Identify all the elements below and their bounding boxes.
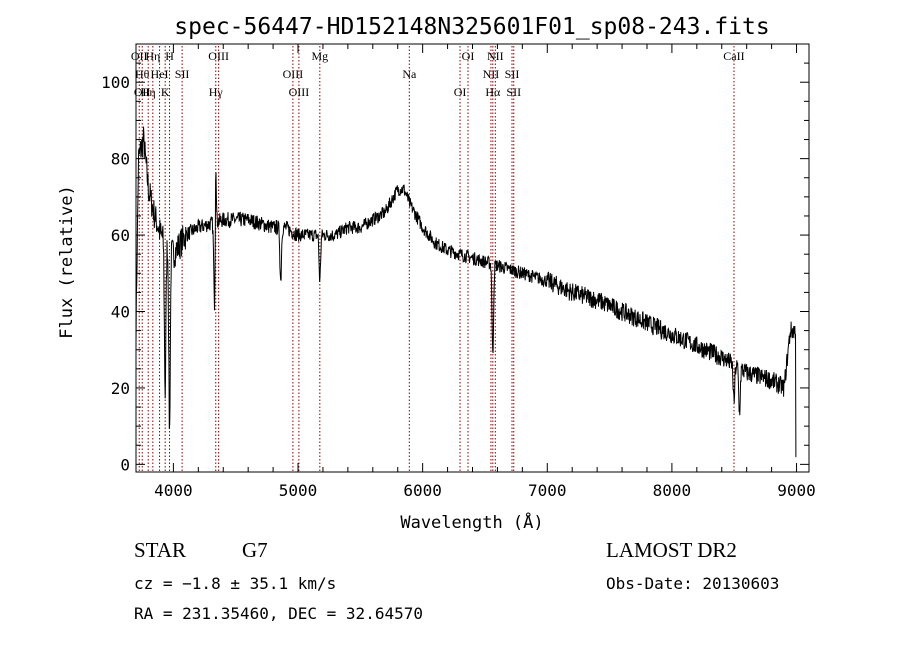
y-tick-label: 20: [111, 379, 130, 398]
redshift-text: cz = −1.8 ± 35.1 km/s: [134, 574, 336, 593]
y-tick-label: 40: [111, 303, 130, 322]
y-axis-label: Flux (relative): [57, 185, 77, 339]
y-tick-label: 80: [111, 150, 130, 169]
x-tick-label: 9000: [777, 481, 816, 500]
axis-ticks: 4000 5000 6000 7000 8000 9000 0 20 40 60 80 100: [101, 44, 816, 500]
x-tick-label: 8000: [653, 481, 692, 500]
y-tick-label: 0: [120, 455, 130, 474]
line-marker-label: Hθ: [135, 67, 150, 81]
y-tick-label: 100: [101, 73, 130, 92]
line-marker-label: OIII: [289, 85, 310, 99]
spectrum-line: [135, 126, 797, 458]
line-marker-label: OI: [462, 49, 475, 63]
line-marker-label: SII: [175, 67, 190, 81]
line-marker-label: Mg: [311, 49, 328, 63]
object-class-text: STAR: [134, 538, 186, 562]
x-tick-label: 7000: [528, 481, 567, 500]
line-marker-label: OI: [454, 85, 467, 99]
plot-frame: [135, 43, 810, 473]
line-marker-label: NII: [483, 67, 500, 81]
line-marker-label: Hα: [485, 85, 501, 99]
line-marker-label: OII: [134, 85, 151, 99]
line-marker-label: Hη: [141, 85, 156, 99]
line-marker-label: OIII: [283, 67, 304, 81]
line-marker-label: NII: [487, 49, 504, 63]
line-marker-label: H: [165, 49, 174, 63]
x-tick-label: 4000: [154, 481, 193, 500]
line-marker-label: SII: [506, 85, 521, 99]
line-marker-label: OIII: [208, 49, 229, 63]
line-marker-label: CaII: [723, 49, 744, 63]
survey-text: LAMOST DR2: [606, 538, 737, 562]
line-marker-label: HeI: [151, 67, 169, 81]
subclass-text: G7: [242, 538, 268, 562]
x-tick-label: 5000: [279, 481, 318, 500]
line-marker-label: SII: [505, 67, 520, 81]
chart-title: spec-56447-HD152148N325601F01_sp08-243.f…: [174, 14, 769, 40]
y-tick-label: 60: [111, 226, 130, 245]
line-marker-label: OII: [131, 49, 148, 63]
line-marker-label: K: [161, 85, 170, 99]
line-marker-label: Hη: [145, 49, 160, 63]
line-marker-label: Hγ: [209, 85, 224, 99]
x-axis-label: Wavelength (Å): [400, 511, 543, 533]
coordinates-text: RA = 231.35460, DEC = 32.64570: [134, 604, 423, 623]
line-marker-label: Na: [402, 67, 417, 81]
line-markers: OIIHθOIIHηHηHeIKHSIIHγOIIIOIIIOIIIMgNaOI…: [131, 46, 745, 472]
obs-date-text: Obs-Date: 20130603: [606, 574, 779, 593]
x-tick-label: 6000: [403, 481, 442, 500]
